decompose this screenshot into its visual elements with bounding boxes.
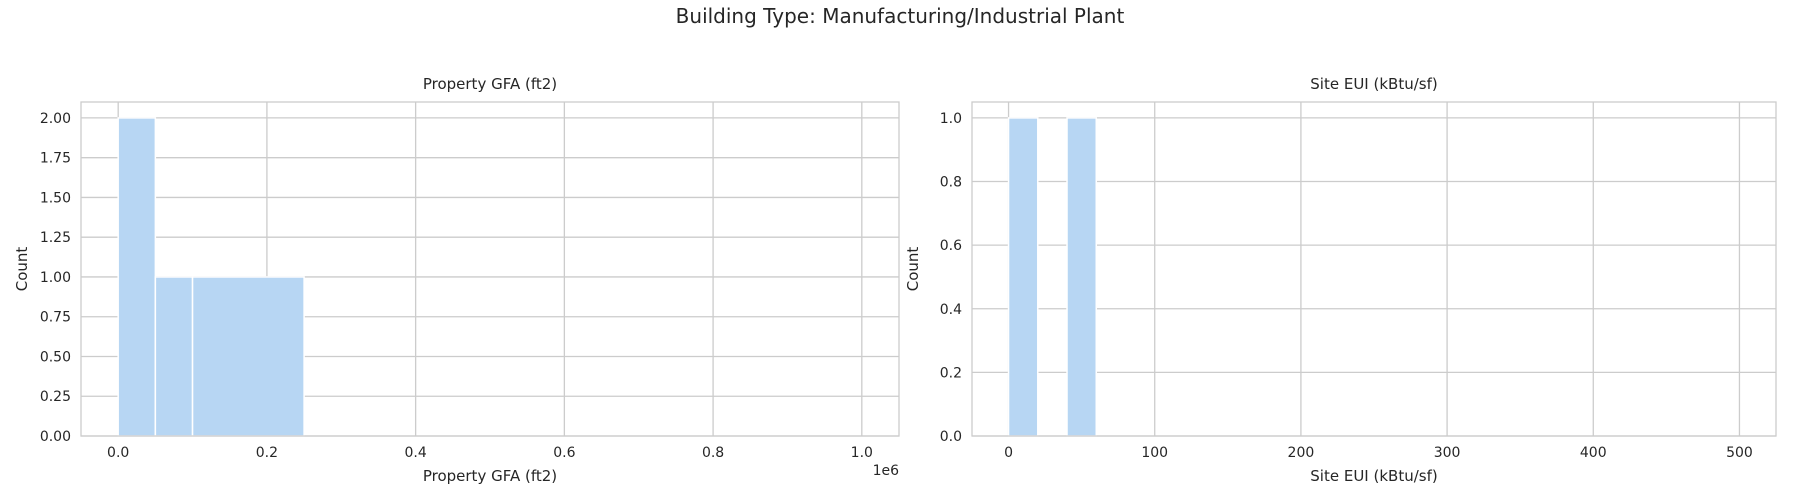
x-axis-label: Property GFA (ft2) bbox=[423, 467, 557, 485]
x-tick-label: 200 bbox=[1288, 445, 1315, 461]
histogram-bar bbox=[1007, 117, 1039, 437]
x-tick-label: 0.8 bbox=[702, 445, 724, 461]
x-tick-label: 0.4 bbox=[405, 445, 427, 461]
y-tick-label: 0.8 bbox=[940, 175, 962, 191]
y-tick-label: 0.00 bbox=[40, 429, 71, 445]
y-tick-label: 0.75 bbox=[40, 310, 71, 326]
y-tick-label: 0.4 bbox=[940, 302, 962, 318]
x-tick-label: 0.6 bbox=[553, 445, 575, 461]
y-tick-label: 1.25 bbox=[40, 230, 71, 246]
axes-frame bbox=[80, 101, 900, 437]
y-tick-label: 0.2 bbox=[940, 365, 962, 381]
y-tick-label: 1.00 bbox=[40, 270, 71, 286]
x-tick-label: 1.0 bbox=[851, 445, 873, 461]
x-tick-label: 400 bbox=[1580, 445, 1607, 461]
x-tick-label: 300 bbox=[1434, 445, 1461, 461]
x-axis-offset-label: 1e6 bbox=[873, 463, 900, 479]
y-tick-label: 1.0 bbox=[940, 111, 962, 127]
histogram-bar bbox=[154, 276, 194, 437]
figure-title: Building Type: Manufacturing/Industrial … bbox=[675, 4, 1125, 28]
x-tick-label: 0 bbox=[1004, 445, 1013, 461]
x-tick-label: 0.0 bbox=[107, 445, 129, 461]
y-axis-label: Count bbox=[904, 247, 922, 292]
axes-title: Site EUI (kBtu/sf) bbox=[1310, 75, 1437, 93]
x-tick-label: 0.2 bbox=[256, 445, 278, 461]
histogram-bar bbox=[191, 276, 305, 437]
x-tick-label: 100 bbox=[1141, 445, 1168, 461]
y-tick-label: 0.6 bbox=[940, 238, 962, 254]
histogram-bar bbox=[1066, 117, 1098, 437]
y-tick-label: 0.0 bbox=[940, 429, 962, 445]
y-axis-label: Count bbox=[13, 247, 31, 292]
x-axis-label: Site EUI (kBtu/sf) bbox=[1310, 467, 1437, 485]
histogram-bar bbox=[117, 117, 157, 437]
y-tick-label: 0.50 bbox=[40, 349, 71, 365]
axes-title: Property GFA (ft2) bbox=[423, 75, 557, 93]
y-tick-label: 1.50 bbox=[40, 190, 71, 206]
y-tick-label: 0.25 bbox=[40, 389, 71, 405]
y-tick-label: 2.00 bbox=[40, 111, 71, 127]
y-tick-label: 1.75 bbox=[40, 151, 71, 167]
x-tick-label: 500 bbox=[1726, 445, 1753, 461]
axes-frame bbox=[971, 101, 1777, 437]
